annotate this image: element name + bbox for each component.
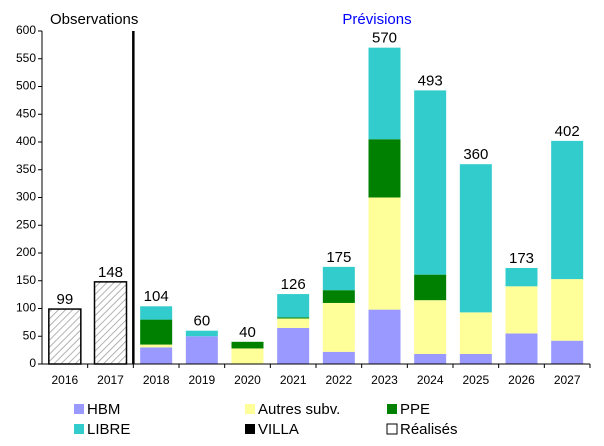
- legend-swatch: [387, 404, 397, 414]
- legend-label: HBM: [87, 401, 120, 418]
- y-tick-label: 250: [16, 217, 36, 231]
- y-tick-label: 300: [16, 190, 36, 204]
- bar-segment: [505, 286, 538, 334]
- bar-segment: [231, 341, 264, 349]
- y-tick-label: 50: [23, 328, 37, 342]
- y-tick-label: 450: [16, 106, 36, 120]
- x-tick-label: 2019: [188, 373, 215, 387]
- legend-swatch: [74, 424, 84, 434]
- bar-segment: [368, 139, 401, 198]
- annotation: Prévisions: [342, 11, 411, 28]
- bar-segment: [140, 319, 173, 345]
- bar-segment: [322, 351, 355, 364]
- x-tick-label: 2018: [143, 373, 170, 387]
- legend-swatch: [245, 404, 255, 414]
- bar-segment: [140, 344, 173, 348]
- total-label: 175: [326, 249, 351, 266]
- bar-segment: [414, 354, 447, 364]
- x-tick-label: 2016: [51, 373, 78, 387]
- y-tick-label: 400: [16, 134, 36, 148]
- legend-swatch: [386, 423, 398, 435]
- legend-label: Réalisés: [400, 421, 458, 438]
- bar-segment: [551, 140, 584, 280]
- total-label: 148: [98, 264, 123, 281]
- bar-segment: [551, 340, 584, 364]
- total-label: 126: [281, 276, 306, 293]
- legend-label: VILLA: [258, 421, 299, 438]
- legend-swatch: [245, 424, 255, 434]
- y-tick-label: 500: [16, 79, 36, 93]
- total-label: 360: [463, 146, 488, 163]
- bar-segment: [185, 330, 218, 337]
- y-tick-label: 0: [29, 356, 36, 370]
- bar-segment: [459, 312, 492, 355]
- y-tick-label: 200: [16, 245, 36, 259]
- bar-segment: [231, 348, 264, 364]
- legend-label: Autres subv.: [258, 401, 340, 418]
- bar-segment: [140, 347, 173, 364]
- y-tick-label: 600: [16, 23, 36, 37]
- x-tick-label: 2022: [325, 373, 352, 387]
- y-tick-label: 150: [16, 273, 36, 287]
- total-label: 570: [372, 30, 397, 47]
- y-tick-label: 550: [16, 51, 36, 65]
- bar-segment: [505, 333, 538, 364]
- bar-segment: [368, 197, 401, 310]
- bar-segment: [277, 327, 310, 364]
- x-tick-label: 2024: [417, 373, 444, 387]
- x-tick-label: 2021: [280, 373, 307, 387]
- bar-segment: [414, 300, 447, 355]
- x-tick-label: 2026: [508, 373, 535, 387]
- total-label: 40: [239, 324, 256, 341]
- annotation: Observations: [50, 11, 138, 28]
- total-label: 402: [555, 123, 580, 140]
- bar-segment: [185, 336, 218, 364]
- bar-segment: [505, 267, 538, 287]
- legend-label: PPE: [400, 401, 430, 418]
- bar-segment: [322, 266, 355, 291]
- bar-segment: [459, 354, 492, 364]
- bar-segment: [277, 318, 310, 328]
- bar-segment: [459, 164, 492, 313]
- total-label: 173: [509, 250, 534, 267]
- bar-segment: [48, 308, 82, 365]
- total-label: 60: [193, 313, 210, 330]
- bar-segment: [277, 317, 310, 319]
- bar-segment: [414, 90, 447, 275]
- bar-segment: [322, 302, 355, 352]
- bar-segment: [322, 290, 355, 303]
- x-tick-label: 2023: [371, 373, 398, 387]
- y-tick-label: 350: [16, 162, 36, 176]
- total-label: 493: [418, 72, 443, 89]
- bar-segment: [93, 281, 128, 365]
- bar-segment: [140, 306, 173, 320]
- bar-segment: [551, 279, 584, 341]
- bar-segment: [277, 294, 310, 318]
- legend-label: LIBRE: [87, 421, 130, 438]
- legend-swatch: [74, 404, 84, 414]
- total-label: 99: [56, 291, 73, 308]
- total-label: 104: [144, 288, 169, 305]
- x-tick-label: 2017: [97, 373, 124, 387]
- x-tick-label: 2020: [234, 373, 261, 387]
- bar-segment: [368, 309, 401, 364]
- y-tick-label: 100: [16, 301, 36, 315]
- bar-segment: [414, 274, 447, 301]
- x-tick-label: 2027: [554, 373, 581, 387]
- bar-segment: [368, 47, 401, 140]
- x-tick-label: 2025: [462, 373, 489, 387]
